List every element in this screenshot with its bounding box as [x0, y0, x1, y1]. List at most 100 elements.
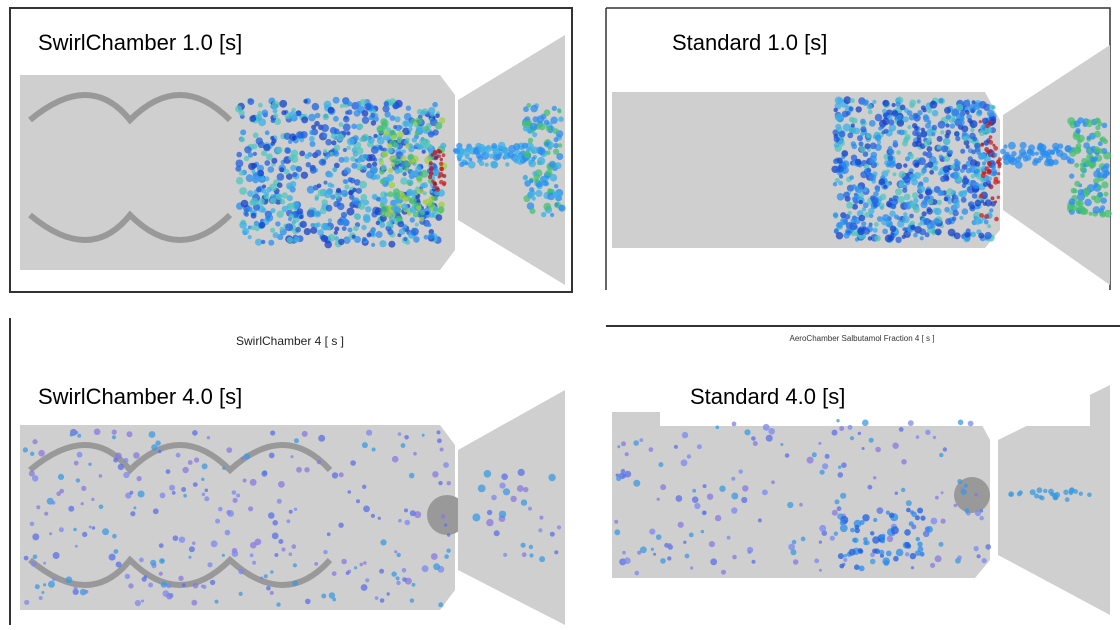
- particle: [332, 167, 337, 172]
- particle: [868, 236, 872, 240]
- particle: [841, 462, 847, 468]
- particle: [32, 439, 37, 444]
- particle: [360, 563, 364, 567]
- particle: [918, 185, 926, 193]
- particle: [351, 163, 357, 169]
- particle: [624, 471, 631, 478]
- particle: [439, 180, 444, 185]
- particle: [1094, 131, 1101, 138]
- particle: [860, 119, 866, 125]
- particle: [621, 441, 626, 446]
- particle: [780, 443, 783, 446]
- particle: [617, 445, 620, 448]
- particle: [869, 214, 873, 218]
- particle: [835, 499, 840, 504]
- particle: [355, 159, 359, 163]
- particle: [985, 544, 991, 550]
- particle: [843, 558, 847, 562]
- particle: [922, 199, 928, 205]
- particle: [387, 191, 393, 197]
- particle: [946, 188, 954, 196]
- particle: [851, 123, 855, 127]
- particle: [873, 203, 878, 208]
- particle: [432, 471, 438, 477]
- particle: [204, 496, 209, 501]
- particle: [850, 436, 854, 440]
- particle: [77, 434, 81, 438]
- particle: [343, 100, 347, 104]
- particle: [310, 167, 317, 174]
- particle: [362, 485, 366, 489]
- particle: [552, 106, 557, 111]
- particle: [895, 188, 902, 195]
- particle: [211, 540, 218, 547]
- particle: [939, 542, 944, 547]
- particle: [328, 234, 336, 242]
- particle: [207, 436, 210, 439]
- particle: [236, 152, 242, 158]
- particle: [937, 145, 942, 150]
- particle: [43, 583, 46, 586]
- particle: [376, 231, 383, 238]
- particle: [950, 164, 955, 169]
- particle: [855, 525, 860, 530]
- particle: [793, 559, 799, 565]
- particle: [264, 160, 270, 166]
- particle: [958, 191, 964, 197]
- particle: [929, 170, 934, 175]
- particle: [191, 600, 197, 606]
- particle: [668, 543, 671, 546]
- particle: [548, 474, 555, 481]
- particle: [931, 132, 935, 136]
- particle: [957, 555, 962, 560]
- particle: [393, 125, 397, 129]
- particle: [957, 479, 962, 484]
- particle: [966, 99, 970, 103]
- particle: [893, 140, 898, 145]
- particle: [863, 202, 869, 208]
- particle: [649, 529, 655, 535]
- particle: [888, 146, 893, 151]
- particle: [239, 170, 244, 175]
- particle: [558, 116, 564, 122]
- particle: [903, 163, 907, 167]
- particle: [442, 153, 446, 157]
- particle: [535, 190, 542, 197]
- particle: [703, 484, 707, 488]
- particle: [484, 470, 492, 478]
- particle: [874, 548, 880, 554]
- particle: [332, 472, 338, 478]
- particle: [660, 484, 666, 490]
- particle: [849, 106, 854, 111]
- particle: [428, 107, 435, 114]
- particle: [989, 135, 993, 139]
- panel-label: Standard 1.0 [s]: [672, 30, 827, 55]
- particle: [1104, 192, 1109, 197]
- particle: [867, 104, 873, 110]
- particle: [333, 116, 339, 122]
- particle: [404, 167, 409, 172]
- particle: [280, 227, 284, 231]
- particle: [424, 126, 429, 131]
- particle: [420, 183, 426, 189]
- particle: [819, 525, 826, 532]
- particle: [873, 228, 878, 233]
- particle: [339, 157, 345, 163]
- particle: [883, 185, 887, 189]
- particle: [402, 568, 407, 573]
- particle: [890, 226, 897, 233]
- particle: [422, 565, 429, 572]
- particle: [410, 170, 416, 176]
- particle: [841, 150, 848, 157]
- particle: [68, 506, 74, 512]
- particle: [1087, 136, 1091, 140]
- particle: [614, 520, 618, 524]
- particle: [883, 560, 889, 566]
- particle: [356, 188, 362, 194]
- particle: [522, 552, 527, 557]
- particle: [215, 519, 220, 524]
- particle: [689, 533, 694, 538]
- particle: [962, 132, 967, 137]
- particle: [372, 194, 378, 200]
- particle: [961, 125, 968, 132]
